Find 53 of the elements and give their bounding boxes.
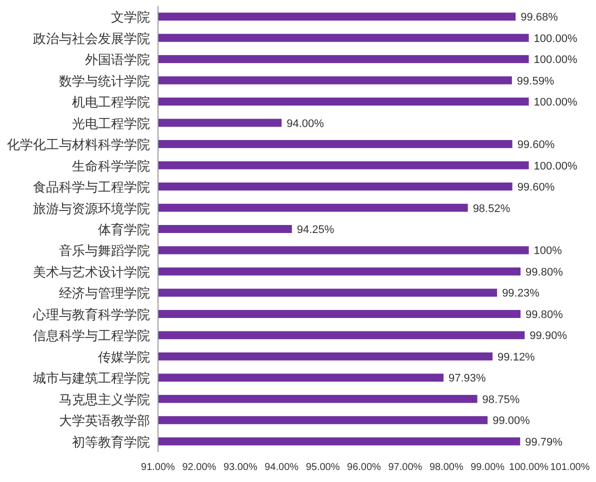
x-tick-label: 101.00% [550, 462, 590, 473]
x-tick-label: 99.00% [470, 462, 505, 473]
data-label: 99.80% [526, 308, 564, 321]
data-label: 99.79% [525, 436, 563, 448]
x-tick-label: 94.00% [264, 462, 299, 473]
x-tick-label: 92.00% [182, 462, 216, 473]
data-label: 99.12% [498, 351, 536, 364]
y-tick-label: 大学英语教学部 [59, 413, 150, 428]
y-tick-label: 信息科学与工程学院 [33, 328, 150, 344]
y-tick-label: 旅游与资源环境学院 [33, 200, 150, 216]
y-tick-label: 政治与社会发展学院 [33, 30, 150, 46]
y-tick-label: 化学化工与材料科学学院 [7, 137, 150, 152]
data-label: 99.68% [520, 12, 558, 24]
data-label: 97.93% [448, 372, 486, 385]
y-tick-label: 体育学院 [98, 222, 150, 237]
data-label: 99.90% [530, 330, 568, 342]
data-label: 98.75% [482, 394, 520, 406]
x-tick-label: 93.00% [223, 462, 258, 473]
y-tick-label: 美术与艺术设计学院 [33, 264, 150, 280]
data-label: 100.00% [534, 54, 578, 66]
y-tick-label: 生命科学学院 [72, 158, 150, 174]
x-tick-label: 91.00% [141, 462, 176, 473]
x-tick-label: 97.00% [388, 462, 422, 473]
y-tick-label: 外国语学院 [85, 52, 150, 68]
y-tick-label: 马克思主义学院 [59, 392, 150, 407]
data-label: 94.00% [286, 118, 324, 130]
x-tick-label: 100.00% [509, 462, 549, 473]
y-tick-label: 初等教育学院 [72, 434, 150, 450]
y-tick-label: 文学院 [111, 10, 150, 25]
data-label: 99.80% [526, 266, 564, 278]
data-label: 100.00% [534, 160, 578, 172]
data-label: 100% [534, 245, 562, 258]
y-tick-label: 光电工程学院 [72, 116, 150, 131]
y-tick-label: 城市与建筑工程学院 [32, 370, 150, 386]
x-tick-label: 96.00% [347, 462, 382, 473]
data-label: 99.59% [516, 75, 554, 88]
data-label: 94.25% [296, 224, 334, 236]
data-label: 99.60% [517, 182, 555, 194]
y-tick-label: 经济与管理学院 [59, 286, 150, 301]
y-tick-label: 机电工程学院 [72, 94, 150, 110]
y-tick-label: 心理与教育科学学院 [32, 306, 150, 322]
data-label: 100.00% [534, 96, 578, 109]
y-tick-label: 音乐与舞蹈学院 [59, 243, 150, 258]
x-tick-label: 95.00% [306, 462, 340, 473]
y-tick-label: 食品科学与工程学院 [33, 180, 150, 195]
y-tick-label: 传媒学院 [98, 349, 150, 364]
x-tick-label: 98.00% [429, 462, 464, 473]
data-label: 100.00% [534, 32, 578, 45]
data-label: 99.60% [517, 139, 555, 152]
data-label: 99.23% [502, 288, 540, 300]
data-label: 98.52% [472, 202, 510, 215]
y-tick-label: 数学与统计学院 [59, 73, 150, 88]
data-label: 99.00% [492, 415, 530, 428]
